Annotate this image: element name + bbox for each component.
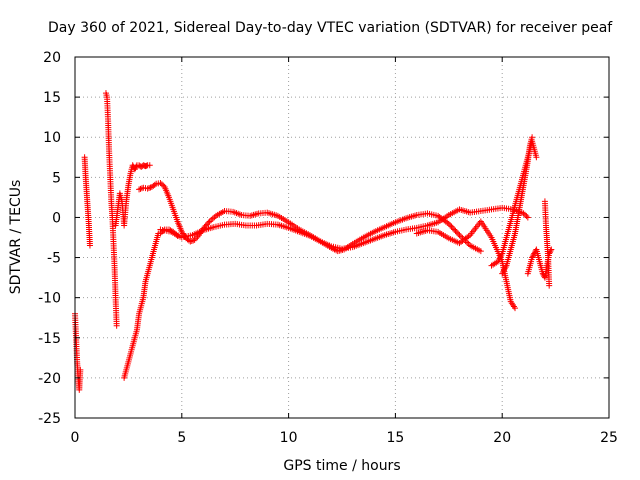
data-point-s8 — [512, 305, 519, 312]
data-point-s11 — [547, 247, 554, 254]
x-tick-labels: 0 5 10 15 20 25 — [71, 430, 618, 446]
y-tick-label: 5 — [52, 170, 61, 186]
data-point-s6 — [453, 229, 460, 236]
data-point-s6 — [158, 181, 165, 188]
y-tick-label: -25 — [38, 411, 61, 427]
x-tick-label: 15 — [386, 430, 404, 446]
x-axis-label: GPS time / hours — [283, 458, 400, 474]
y-tick-label: -15 — [38, 331, 61, 347]
x-tick-label: 10 — [280, 430, 298, 446]
data-point-s4 — [131, 166, 138, 173]
y-tick-label: -20 — [38, 371, 61, 387]
data-point-s6 — [449, 225, 456, 232]
data-point-s11 — [529, 253, 536, 260]
plot-frame — [74, 56, 610, 419]
data-point-s6 — [477, 248, 484, 255]
data-points — [72, 90, 555, 393]
data-point-s6 — [452, 227, 459, 234]
data-point-s7 — [523, 213, 530, 220]
data-point-s7 — [521, 211, 528, 218]
x-tick-label: 25 — [600, 430, 618, 446]
chart-title: Day 360 of 2021, Sidereal Day-to-day VTE… — [48, 20, 613, 36]
y-axis-label: SDTVAR / TECUs — [8, 180, 24, 295]
data-point-s3 — [113, 322, 120, 329]
x-tick-label: 0 — [71, 430, 80, 446]
data-point-s12 — [546, 282, 553, 289]
data-point-s11 — [541, 273, 548, 280]
data-point-s6 — [144, 185, 151, 192]
data-point-s1 — [77, 366, 84, 373]
data-point-s6 — [448, 223, 455, 230]
data-point-s6 — [137, 185, 144, 192]
data-point-s6 — [188, 237, 195, 244]
data-point-s6 — [151, 181, 158, 188]
data-point-s6 — [160, 182, 167, 189]
y-tick-label: 15 — [43, 90, 61, 106]
data-point-s7 — [524, 214, 531, 221]
data-point-s11 — [529, 254, 536, 261]
data-point-s6 — [447, 222, 454, 229]
data-point-s6 — [157, 179, 164, 186]
y-tick-label: 20 — [43, 50, 61, 66]
x-tick-label: 5 — [177, 430, 186, 446]
y-tick-label: -10 — [38, 291, 61, 307]
data-point-s6 — [445, 220, 452, 227]
data-point-s9 — [533, 154, 540, 161]
y-tick-label: -5 — [47, 251, 61, 267]
data-point-s6 — [205, 219, 212, 226]
y-tick-label: 0 — [52, 210, 61, 226]
y-tick-label: 10 — [43, 130, 61, 146]
data-point-s11 — [530, 251, 537, 258]
data-point-s2 — [86, 242, 93, 249]
data-point-s6 — [146, 185, 153, 192]
data-point-s4 — [132, 164, 139, 171]
x-tick-label: 20 — [493, 430, 511, 446]
data-point-s6 — [451, 226, 458, 233]
data-point-s6 — [456, 232, 463, 239]
data-point-s6 — [187, 238, 194, 245]
y-tick-labels: 20 15 10 5 0 -5 -10 -15 -20 -25 — [38, 50, 61, 427]
axis-ticks — [74, 56, 610, 419]
data-point-s6 — [136, 186, 143, 193]
data-point-s6 — [455, 230, 462, 237]
data-point-s10 — [529, 134, 536, 141]
data-point-s6 — [202, 222, 209, 229]
data-point-s4 — [146, 162, 153, 169]
